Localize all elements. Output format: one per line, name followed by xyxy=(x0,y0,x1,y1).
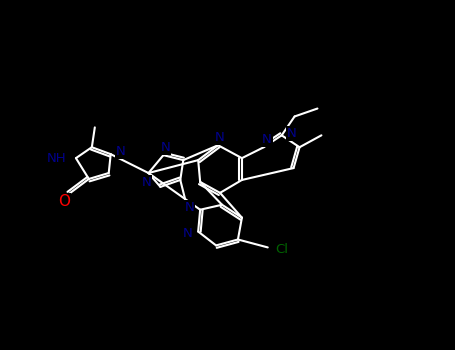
Text: N: N xyxy=(161,141,170,154)
Text: N: N xyxy=(215,131,225,144)
Text: N: N xyxy=(184,201,194,214)
Text: Cl: Cl xyxy=(276,243,289,256)
Text: NH: NH xyxy=(46,152,66,164)
Text: N: N xyxy=(182,227,192,240)
Text: N: N xyxy=(287,127,296,140)
Text: N: N xyxy=(116,145,126,158)
Text: N: N xyxy=(142,176,152,189)
Text: O: O xyxy=(58,194,70,209)
Text: N: N xyxy=(262,133,272,146)
